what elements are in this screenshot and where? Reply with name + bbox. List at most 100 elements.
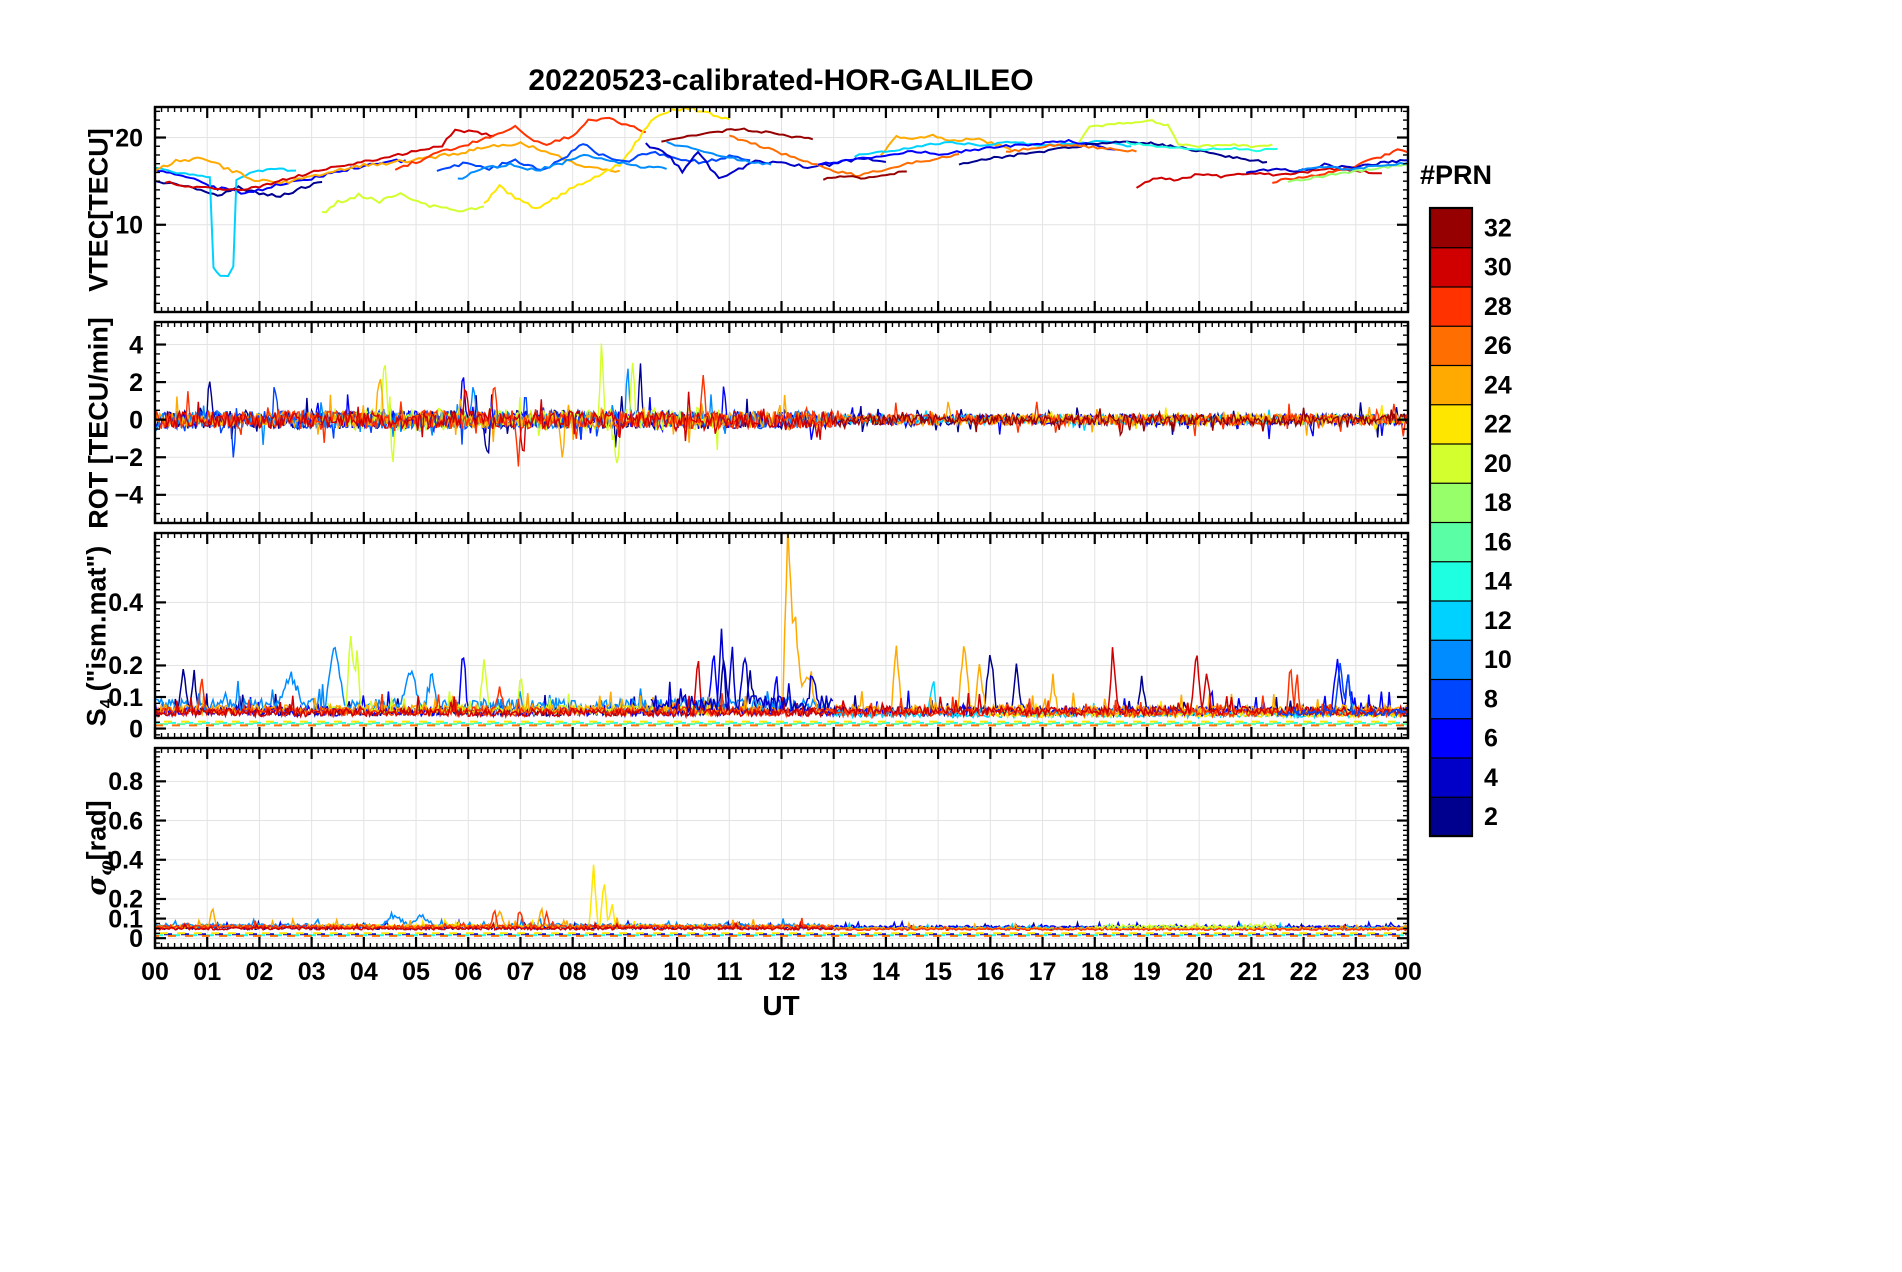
- series-prn-12: [155, 166, 297, 277]
- colorbar-block: [1429, 639, 1473, 681]
- colorbar-block: [1429, 796, 1473, 838]
- series-prn-24: [155, 533, 834, 717]
- series-prn-4: [650, 628, 834, 714]
- series-prn-10: [155, 646, 834, 714]
- x-tick-label: 15: [924, 958, 952, 986]
- series-prn-30: [833, 647, 1408, 719]
- x-tick-label: 14: [872, 958, 900, 986]
- y-tick-label: 0.1: [108, 684, 143, 712]
- x-tick-label: 04: [350, 958, 378, 986]
- colorbar-tick-label: 6: [1484, 725, 1498, 753]
- series-group-s4: [155, 533, 1408, 727]
- colorbar-title: #PRN: [1419, 160, 1493, 190]
- series-prn-32: [822, 170, 907, 181]
- colorbar-block: [1429, 560, 1473, 602]
- x-tick-label: 20: [1185, 958, 1213, 986]
- colorbar-tick-label: 24: [1484, 371, 1512, 399]
- series-prn-6: [155, 655, 1408, 719]
- series-prn-8: [436, 143, 751, 172]
- panel-sigma: 00.10.2 0.4 0.6 0.8: [108, 746, 1410, 953]
- colorbar-block: [1429, 325, 1473, 367]
- series-prn-20: [321, 191, 485, 214]
- series-prn-24: [833, 645, 1408, 717]
- series-group-sigma: [155, 864, 1408, 937]
- series-prn-28: [833, 923, 1408, 932]
- x-tick-label: 08: [559, 958, 587, 986]
- series-prn-10: [666, 140, 772, 166]
- x-tick-label: 02: [246, 958, 274, 986]
- colorbar-block: [1429, 246, 1473, 288]
- y-tick-label: 0.8: [108, 768, 143, 796]
- series-prn-30: [165, 128, 495, 192]
- y-tick-label: 10: [115, 212, 143, 240]
- colorbar-block: [1429, 678, 1473, 720]
- colorbar-tick-label: 14: [1484, 568, 1512, 596]
- x-tick-label: 23: [1342, 958, 1370, 986]
- colorbar-tick-label: 30: [1484, 254, 1512, 282]
- series-group-rot: [155, 343, 1408, 467]
- series-prn-32: [833, 407, 1408, 438]
- series-prn-26: [1005, 143, 1137, 153]
- series-prn-20: [1094, 920, 1278, 930]
- x-tick-label: 21: [1237, 958, 1265, 986]
- series-prn-24: [880, 133, 1012, 156]
- series-prn-2: [155, 363, 808, 455]
- colorbar-block: [1429, 599, 1473, 641]
- series-prn-10: [1298, 161, 1408, 172]
- series-prn-4: [1245, 158, 1408, 174]
- series-prn-30: [155, 920, 834, 932]
- series-prn-20: [326, 343, 720, 464]
- ticks-rot: [153, 322, 1410, 524]
- colorbar-tick-label: 26: [1484, 332, 1512, 360]
- panel-s4: 0 0.1 0.2 0.4: [108, 531, 1410, 743]
- y-tick-label: −2: [114, 444, 143, 472]
- y-tick-label: 20: [115, 124, 143, 152]
- colorbar-tick-label: 12: [1484, 607, 1512, 635]
- y-tick-label: −4: [114, 482, 143, 510]
- colorbar-tick-label: 2: [1484, 803, 1498, 831]
- chart-title: 20220523-calibrated-HOR-GALILEO: [528, 64, 1034, 97]
- series-prn-32: [661, 127, 814, 143]
- y-tick-label: 0.1: [108, 905, 143, 933]
- x-tick-label: 06: [454, 958, 482, 986]
- x-tick-label: 19: [1133, 958, 1161, 986]
- series-prn-8: [1276, 662, 1408, 719]
- y-tick-label: 0.2: [108, 652, 143, 680]
- series-group-vtec: [155, 107, 1408, 277]
- y-tick-label: 0: [129, 406, 143, 434]
- colorbar-block: [1429, 285, 1473, 327]
- x-tick-label: 10: [663, 958, 691, 986]
- x-tick-label: 12: [768, 958, 796, 986]
- x-tick-label: 01: [193, 958, 221, 986]
- x-tick-label: 00: [141, 958, 169, 986]
- series-prn-10: [457, 153, 667, 180]
- colorbar-tick-label: 32: [1484, 214, 1512, 242]
- y-tick-label: 0.4: [108, 589, 143, 617]
- panel-vtec: 10 20: [115, 105, 1410, 314]
- colorbar-tick-label: 28: [1484, 293, 1512, 321]
- series-prn-22: [483, 107, 730, 210]
- grid-vtec: [155, 107, 1408, 312]
- y-tick-label: 2: [129, 369, 143, 397]
- colorbar-block: [1429, 717, 1473, 759]
- x-tick-label: 00: [1394, 958, 1422, 986]
- x-tick-label: 09: [611, 958, 639, 986]
- x-tick-label: 13: [820, 958, 848, 986]
- colorbar-tick-label: 8: [1484, 685, 1498, 713]
- x-tick-label: 03: [298, 958, 326, 986]
- colorbar-tick-label: 18: [1484, 489, 1512, 517]
- series-prn-28: [394, 116, 647, 171]
- series-prn-28: [1272, 148, 1408, 184]
- x-tick-label: 05: [402, 958, 430, 986]
- y-tick-label: 0: [129, 925, 143, 953]
- y-tick-label: 0.4: [108, 847, 143, 875]
- y-tick-label: 0: [129, 715, 143, 743]
- colorbar-tick-label: 10: [1484, 646, 1512, 674]
- y-tick-label: 0.6: [108, 807, 143, 835]
- colorbar-block: [1429, 756, 1473, 798]
- colorbar-tick-label: 22: [1484, 411, 1512, 439]
- series-prn-22: [989, 700, 1408, 720]
- colorbar-block: [1429, 403, 1473, 445]
